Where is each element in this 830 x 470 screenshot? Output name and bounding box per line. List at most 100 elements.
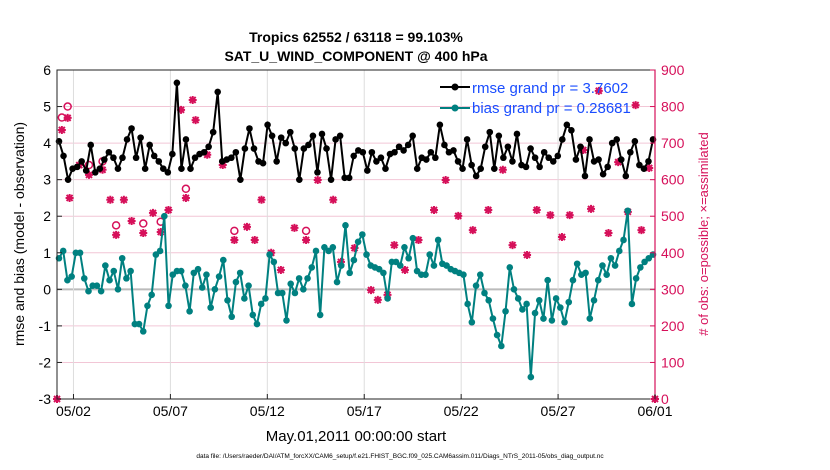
obs-assimilated-point [119, 195, 128, 204]
obs-assimilated-point [250, 235, 259, 244]
rmse-point [164, 169, 172, 176]
rmse-point [232, 148, 240, 156]
bias-point [523, 300, 530, 308]
obs-assimilated-dot [638, 227, 644, 233]
rmse-point [364, 167, 371, 174]
obs-assimilated-point [63, 113, 72, 122]
bias-point [561, 318, 568, 326]
obs-assimilated-dot [65, 115, 71, 121]
obs-assimilated-point [242, 222, 251, 231]
rmse-point [91, 169, 99, 176]
obs-assimilated-point [604, 229, 613, 238]
bias-point [531, 309, 539, 317]
obs-assimilated-point [441, 176, 450, 185]
rmse-point [150, 152, 158, 160]
rmse-point [246, 125, 253, 132]
obs-assimilated-point [230, 235, 239, 244]
rmse-point [187, 165, 194, 172]
rmse-point [296, 176, 303, 183]
rmse-point [146, 141, 153, 149]
series-layer [53, 79, 659, 403]
rmse-point [73, 163, 81, 171]
bias-point [97, 287, 105, 295]
rmse-line [58, 82, 654, 184]
bias-point [565, 298, 573, 306]
y-tick-label-right: 400 [661, 245, 685, 261]
rmse-point [373, 158, 380, 165]
bias-point [236, 269, 244, 277]
bias-point [624, 207, 632, 215]
obs-assimilated-point [400, 265, 409, 274]
bias-point [544, 276, 551, 284]
rmse-point [132, 154, 140, 162]
y-tick-label-right: 0 [661, 391, 669, 407]
rmse-point [409, 132, 416, 140]
bias-point [346, 269, 353, 277]
obs-assimilated-dot [524, 252, 530, 258]
y-tick-label: -3 [39, 391, 52, 407]
y-tick-label: 4 [43, 135, 51, 151]
bias-point [434, 236, 442, 244]
bias-point [620, 236, 627, 244]
obs-assimilated-dot [559, 234, 565, 240]
obs-assimilated-point [508, 241, 517, 250]
obs-assimilated-dot [402, 267, 408, 273]
rmse-point [237, 176, 244, 183]
bias-point [308, 264, 316, 271]
obs-assimilated-dot [588, 206, 594, 212]
bias-point [144, 302, 151, 310]
rmse-point [314, 169, 321, 176]
rmse-point [259, 159, 267, 167]
x-tick-label: 05/22 [444, 403, 479, 419]
obs-assimilated-dot [140, 230, 146, 236]
obs-assimilated-point [454, 211, 463, 220]
bias-point [241, 295, 248, 302]
bias-point [342, 222, 349, 229]
legend-rmse-marker [451, 83, 459, 91]
bias-point [266, 251, 273, 258]
rmse-point [645, 158, 652, 165]
obs-possible-mark [111, 221, 121, 230]
rmse-point [119, 154, 126, 162]
rmse-point [513, 130, 521, 138]
rmse-point [617, 156, 625, 163]
rmse-point [105, 148, 113, 156]
obs-assimilated-dot [605, 230, 611, 236]
bias-point [350, 256, 358, 264]
bias-point [506, 264, 514, 271]
rmse-point [209, 128, 217, 136]
bias-point [535, 297, 543, 304]
bias-point [476, 271, 484, 279]
axes-layer: -3 -2 -1 0 1 2 3 4 5 6 0 100 200 300 400 500 600 700 800 90… [39, 62, 685, 419]
rmse-point [627, 148, 634, 156]
obs-assimilated-dot [633, 102, 639, 108]
y-tick-label-right: 300 [661, 281, 685, 297]
bias-point [359, 231, 366, 238]
rmse-point [477, 165, 484, 172]
obs-assimilated-dot [59, 127, 65, 133]
rmse-point [191, 154, 199, 162]
bias-point [110, 267, 118, 275]
rmse-point [377, 154, 385, 162]
rmse-point [563, 121, 571, 129]
bias-point [502, 307, 509, 315]
obs-assimilated-dot [646, 165, 652, 171]
bias-point [396, 262, 404, 269]
bias-point [603, 271, 610, 279]
obs-assimilated-dot [113, 232, 119, 238]
rmse-point [486, 128, 494, 136]
bias-point [590, 297, 598, 304]
chart-title: Tropics 62552 / 63118 = 99.103% [249, 29, 463, 45]
bias-point [295, 275, 303, 282]
y-axis-label: rmse and bias (model - observation) [11, 122, 27, 346]
obs-assimilated-point [390, 241, 399, 250]
rmse-point [169, 150, 176, 158]
y-tick-label: 5 [43, 99, 51, 115]
rmse-point [472, 172, 480, 180]
bias-point [337, 262, 345, 269]
bias-point [489, 315, 497, 322]
bias-point [177, 267, 185, 275]
bias-point [363, 251, 370, 258]
rmse-point [500, 154, 507, 162]
y-tick-label-right: 600 [661, 172, 685, 188]
